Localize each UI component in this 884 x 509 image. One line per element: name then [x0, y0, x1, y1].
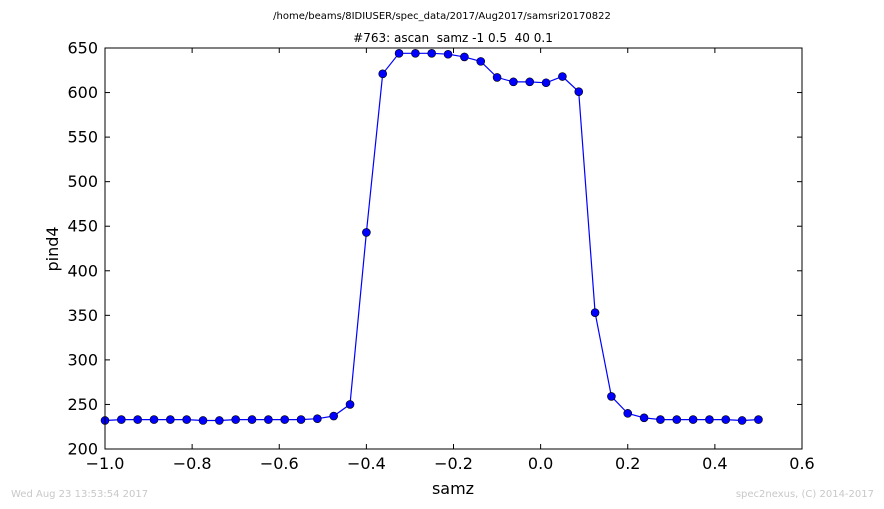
y-tick-label: 200	[67, 440, 98, 459]
data-point	[280, 415, 289, 424]
data-point	[639, 413, 649, 423]
y-axis-label: pind4	[43, 226, 62, 271]
data-point	[623, 409, 633, 418]
timestamp-footer: Wed Aug 23 13:53:54 2017	[11, 489, 149, 500]
data-point	[215, 416, 224, 425]
data-point	[378, 69, 388, 79]
data-point	[558, 72, 567, 81]
data-point	[182, 415, 191, 424]
plot-frame	[104, 47, 803, 450]
data-point	[443, 49, 453, 59]
y-tick-label: 350	[67, 306, 98, 325]
data-point	[313, 414, 322, 424]
x-axis-label: samz	[432, 479, 474, 498]
data-point	[754, 415, 763, 424]
data-point	[149, 415, 159, 424]
data-point	[721, 415, 731, 424]
data-point	[737, 416, 747, 425]
y-tick-label: 250	[67, 395, 98, 414]
x-tick-label: 0.4	[702, 454, 727, 473]
data-point	[362, 228, 371, 237]
data-point	[264, 415, 273, 424]
data-point	[525, 77, 535, 87]
x-tick-label: −1.0	[86, 454, 125, 473]
data-point	[476, 57, 486, 66]
data-point	[329, 411, 339, 421]
data-point	[296, 415, 306, 424]
data-point	[198, 416, 208, 425]
data-point	[231, 415, 240, 424]
file-path-header: /home/beams/8IDIUSER/spec_data/2017/Aug2…	[273, 11, 611, 22]
y-tick-labels: 200 250 300 350 400 450 500 550 600 650	[67, 39, 98, 459]
data-point	[607, 392, 616, 401]
y-tick-label: 500	[67, 172, 98, 191]
x-tick-label: −0.4	[347, 454, 386, 473]
credit-footer: spec2nexus, (C) 2014-2017	[735, 489, 874, 500]
y-tick-label: 600	[67, 83, 98, 102]
y-tick-label: 400	[67, 261, 98, 280]
data-point	[574, 87, 584, 96]
plot-area	[105, 48, 802, 449]
data-point	[117, 415, 126, 424]
data-point	[411, 49, 420, 58]
x-tick-label: −0.6	[260, 454, 299, 473]
y-tick-label: 300	[67, 350, 98, 369]
y-tick-label: 650	[67, 39, 98, 58]
data-point	[247, 415, 257, 424]
data-point	[541, 78, 551, 88]
x-tick-labels: −1.0 −0.8 −0.6 −0.4 −0.2 0.0 0.2 0.4 0.6	[86, 454, 815, 473]
data-point	[656, 415, 665, 424]
data-point	[705, 415, 714, 424]
data-point	[688, 415, 698, 424]
data-point	[672, 415, 682, 424]
x-tick-label: 0.6	[789, 454, 814, 473]
chart-title: #763: ascan samz -1 0.5 40 0.1	[353, 31, 553, 45]
y-tick-label: 550	[67, 128, 98, 147]
x-tick-label: −0.2	[434, 454, 473, 473]
data-point	[345, 400, 355, 409]
x-tick-label: 0.2	[615, 454, 640, 473]
data-point	[394, 49, 404, 58]
data-point	[166, 415, 175, 424]
y-tick-label: 450	[67, 217, 98, 236]
x-tick-label: 0.0	[528, 454, 553, 473]
x-tick-label: −0.8	[173, 454, 212, 473]
data-point	[427, 49, 437, 58]
data-point	[509, 77, 518, 87]
data-point	[133, 415, 142, 424]
data-point	[460, 52, 469, 62]
series-pind4	[100, 49, 763, 425]
data-point	[590, 308, 600, 317]
data-point	[492, 73, 502, 82]
